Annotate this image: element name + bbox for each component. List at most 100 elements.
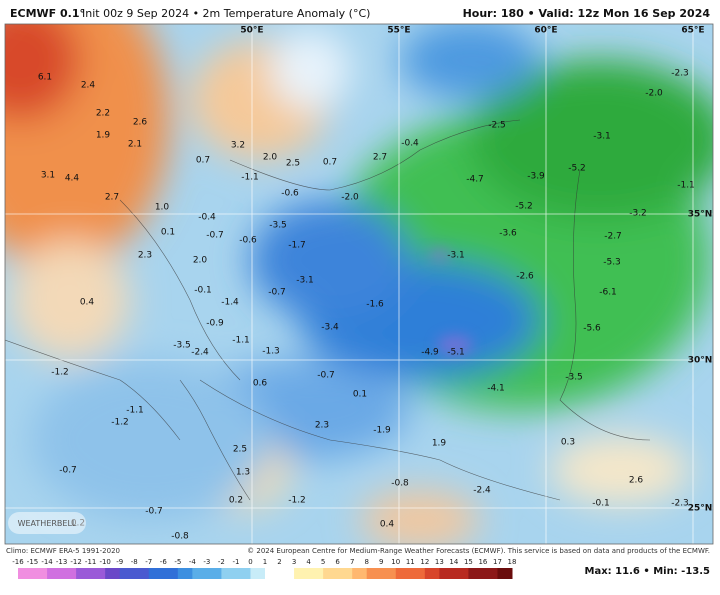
- grid-label: 25°N: [688, 504, 713, 514]
- colorbar-cell: [352, 568, 368, 579]
- colorbar-tick: -7: [145, 558, 152, 566]
- colorbar-cell: [482, 568, 498, 579]
- colorbar-tick: 0: [248, 558, 252, 566]
- colorbar-cell: [337, 568, 353, 579]
- anomaly-label: -2.5: [488, 121, 506, 131]
- anomaly-label: -1.2: [288, 496, 306, 506]
- colorbar-cell: [439, 568, 455, 579]
- description: Init 00z 9 Sep 2024 • 2m Temperature Ano…: [82, 7, 370, 20]
- anomaly-label: -0.1: [592, 499, 610, 509]
- anomaly-label: -0.7: [206, 231, 224, 241]
- anomaly-label: -2.4: [473, 486, 491, 496]
- colorbar-cell: [206, 568, 222, 579]
- colorbar-tick: -16: [12, 558, 24, 566]
- anomaly-label: -3.5: [173, 341, 191, 351]
- anomaly-label: -2.7: [604, 232, 622, 242]
- anomaly-label: -0.8: [171, 532, 189, 542]
- colorbar-tick: -1: [232, 558, 239, 566]
- colorbar-tick: 2: [277, 558, 281, 566]
- colorbar-cell: [395, 568, 411, 579]
- anomaly-label: -0.4: [401, 139, 419, 149]
- anomaly-label: -1.2: [111, 418, 129, 428]
- anomaly-label: 2.6: [133, 118, 148, 128]
- anomaly-label: 6.1: [38, 73, 52, 83]
- anomaly-label: -3.1: [296, 276, 314, 286]
- anomaly-label: -0.6: [239, 236, 257, 246]
- colorbar-tick: -12: [70, 558, 81, 566]
- colorbar-tick: -6: [160, 558, 168, 566]
- anomaly-label: 2.0: [263, 153, 278, 163]
- colorbar-tick: -14: [41, 558, 53, 566]
- colorbar-tick: 15: [464, 558, 473, 566]
- anomaly-label: 4.4: [65, 174, 80, 184]
- colorbar-cell: [221, 568, 237, 579]
- anomaly-label: -1.1: [126, 406, 144, 416]
- colorbar-tick: 9: [379, 558, 383, 566]
- anomaly-label: 2.3: [315, 421, 329, 431]
- colorbar-tick: 13: [435, 558, 444, 566]
- anomaly-label: 2.7: [105, 193, 119, 203]
- anomaly-label: 1.3: [236, 468, 250, 478]
- credit: © 2024 European Centre for Medium-Range …: [247, 547, 710, 555]
- anomaly-label: -0.7: [268, 288, 286, 298]
- anomaly-label: -5.6: [583, 324, 601, 334]
- colorbar-cell: [148, 568, 164, 579]
- colorbar-cell: [453, 568, 469, 579]
- anomaly-label: -3.5: [565, 373, 583, 383]
- grid-label: 65°E: [681, 26, 704, 36]
- colorbar-cell: [279, 568, 295, 579]
- colorbar-cell: [105, 568, 121, 579]
- anomaly-label: 0.6: [253, 379, 268, 389]
- colorbar-cell: [265, 568, 281, 579]
- anomaly-label: 2.0: [193, 256, 208, 266]
- anomaly-label: -3.1: [593, 132, 611, 142]
- colorbar-cell: [76, 568, 92, 579]
- colorbar-cell: [134, 568, 150, 579]
- anomaly-label: -5.2: [568, 164, 586, 174]
- colorbar-tick: -4: [189, 558, 197, 566]
- anomaly-label: -0.7: [59, 466, 77, 476]
- anomaly-label: -1.2: [51, 368, 69, 378]
- colorbar-cell: [32, 568, 48, 579]
- colorbar-tick: 17: [493, 558, 502, 566]
- colorbar-cell: [308, 568, 324, 579]
- colorbar-tick: -9: [116, 558, 123, 566]
- anomaly-label: -1.6: [366, 300, 384, 310]
- colorbar-cell: [163, 568, 179, 579]
- extremes: Max: 11.6 • Min: -13.5: [585, 566, 711, 577]
- anomaly-label: -0.1: [194, 286, 212, 296]
- anomaly-label: 2.4: [81, 81, 96, 91]
- colorbar-cell: [235, 568, 251, 579]
- colorbar-cell: [90, 568, 106, 579]
- anomaly-label: -2.6: [516, 272, 534, 282]
- logo: WEATHERBELL: [18, 519, 77, 528]
- grid-label: 50°E: [240, 26, 263, 36]
- colorbar-cell: [468, 568, 484, 579]
- colorbar-cell: [18, 568, 34, 579]
- colorbar-tick: 10: [391, 558, 400, 566]
- anomaly-label: 0.1: [353, 390, 367, 400]
- colorbar-cell: [497, 568, 513, 579]
- colorbar-cell: [177, 568, 193, 579]
- anomaly-label: -3.2: [629, 209, 647, 219]
- anomaly-label: 2.7: [373, 153, 387, 163]
- colorbar-cell: [366, 568, 382, 579]
- colorbar-tick: -11: [85, 558, 96, 566]
- anomaly-label: -3.5: [269, 221, 287, 231]
- colorbar-cell: [424, 568, 440, 579]
- anomaly-label: -0.7: [145, 507, 163, 517]
- colorbar-cell: [323, 568, 339, 579]
- colorbar-tick: -13: [56, 558, 67, 566]
- colorbar-tick: 5: [321, 558, 325, 566]
- anomaly-label: -0.4: [198, 213, 216, 223]
- anomaly-label: 0.3: [561, 438, 575, 448]
- colorbar-cell: [47, 568, 63, 579]
- colorbar-tick: -10: [99, 558, 110, 566]
- colorbar-tick: 6: [335, 558, 340, 566]
- grid-label: 30°N: [688, 356, 713, 366]
- anomaly-label: -2.0: [341, 193, 359, 203]
- anomaly-label: 2.6: [629, 476, 644, 486]
- colorbar-tick: 16: [478, 558, 487, 566]
- colorbar-tick: 8: [364, 558, 368, 566]
- colorbar-tick: 3: [292, 558, 296, 566]
